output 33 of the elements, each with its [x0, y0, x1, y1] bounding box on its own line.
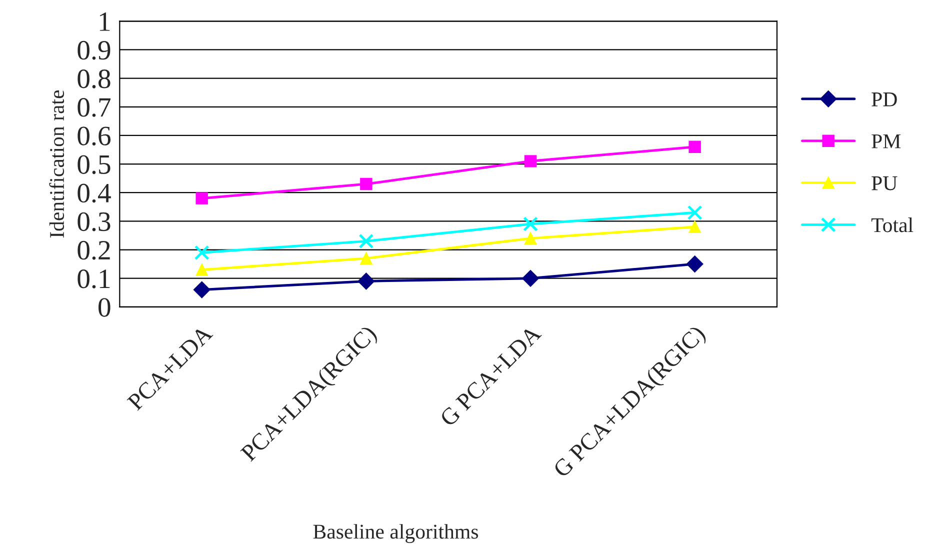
y-tick-label: 0.5: [78, 155, 110, 174]
point: [360, 178, 372, 190]
point: [686, 256, 704, 272]
point: [196, 264, 208, 276]
y-axis-title: Identification rate: [49, 90, 64, 238]
y-tick-label: 0.7: [78, 98, 111, 117]
point: [524, 232, 537, 244]
legend-label: Total: [871, 218, 914, 232]
point: [358, 234, 374, 249]
point: [524, 155, 537, 168]
point: [196, 192, 208, 204]
point: [193, 281, 210, 298]
y-tick-label: 0.9: [78, 40, 110, 60]
point: [194, 245, 210, 260]
point: [358, 272, 375, 290]
y-tick-label: 1: [100, 12, 110, 31]
y-tick-label: 0.8: [78, 69, 110, 88]
y-tick-label: 0.3: [78, 212, 110, 232]
legend-label: PD: [872, 92, 897, 106]
x-axis-title: Baseline algorithms: [313, 524, 478, 544]
y-tick-label: 0.4: [78, 184, 111, 203]
point: [687, 205, 702, 220]
y-tick-label: 0.2: [78, 240, 110, 260]
point: [688, 220, 701, 234]
y-tick-label: 0.6: [78, 126, 111, 146]
legend-label: PU: [872, 176, 898, 190]
legend-label: PM: [872, 134, 901, 148]
y-tick-label: 0.1: [78, 270, 110, 288]
point: [688, 140, 701, 153]
point: [360, 252, 372, 264]
point: [522, 270, 539, 287]
point: [522, 216, 538, 232]
y-tick-label: 0: [98, 298, 110, 317]
